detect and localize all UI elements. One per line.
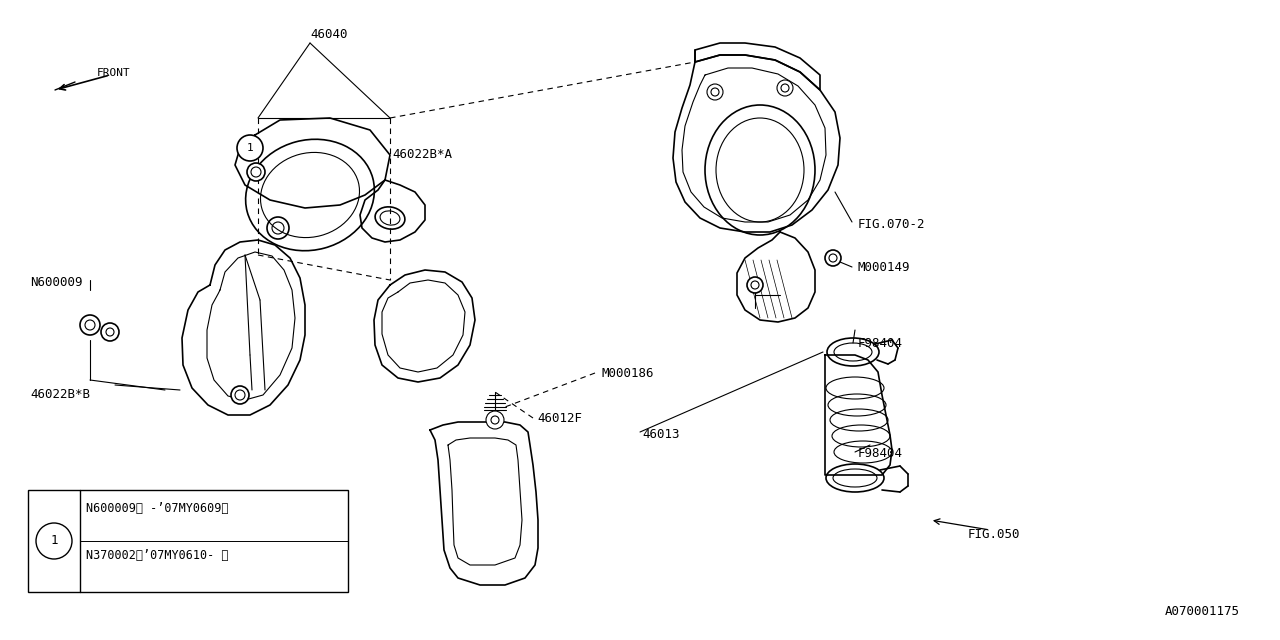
Circle shape bbox=[237, 135, 262, 161]
Text: 46022B*A: 46022B*A bbox=[392, 148, 452, 161]
Text: 1: 1 bbox=[50, 534, 58, 547]
Circle shape bbox=[486, 411, 504, 429]
Text: F98404: F98404 bbox=[858, 337, 902, 350]
Text: F98404: F98404 bbox=[858, 447, 902, 460]
Text: A070001175: A070001175 bbox=[1165, 605, 1240, 618]
Text: N370002（’07MY0610- ）: N370002（’07MY0610- ） bbox=[86, 549, 229, 562]
Text: FIG.050: FIG.050 bbox=[968, 528, 1020, 541]
Circle shape bbox=[79, 315, 100, 335]
Text: N600009（ -’07MY0609）: N600009（ -’07MY0609） bbox=[86, 502, 229, 515]
Text: M000186: M000186 bbox=[602, 367, 654, 380]
Circle shape bbox=[748, 277, 763, 293]
Text: 46012F: 46012F bbox=[538, 412, 582, 425]
Text: 1: 1 bbox=[247, 143, 253, 153]
Text: 46013: 46013 bbox=[643, 428, 680, 441]
Text: 46022B*B: 46022B*B bbox=[29, 388, 90, 401]
Circle shape bbox=[707, 84, 723, 100]
Circle shape bbox=[247, 163, 265, 181]
Text: N600009: N600009 bbox=[29, 275, 82, 289]
Bar bbox=[28, 490, 348, 592]
Text: M000149: M000149 bbox=[858, 261, 910, 274]
Circle shape bbox=[230, 386, 250, 404]
Circle shape bbox=[777, 80, 794, 96]
Circle shape bbox=[101, 323, 119, 341]
Text: FRONT: FRONT bbox=[97, 68, 131, 78]
Text: 46040: 46040 bbox=[310, 28, 347, 41]
Circle shape bbox=[826, 250, 841, 266]
Text: FIG.070-2: FIG.070-2 bbox=[858, 218, 925, 231]
Circle shape bbox=[36, 523, 72, 559]
